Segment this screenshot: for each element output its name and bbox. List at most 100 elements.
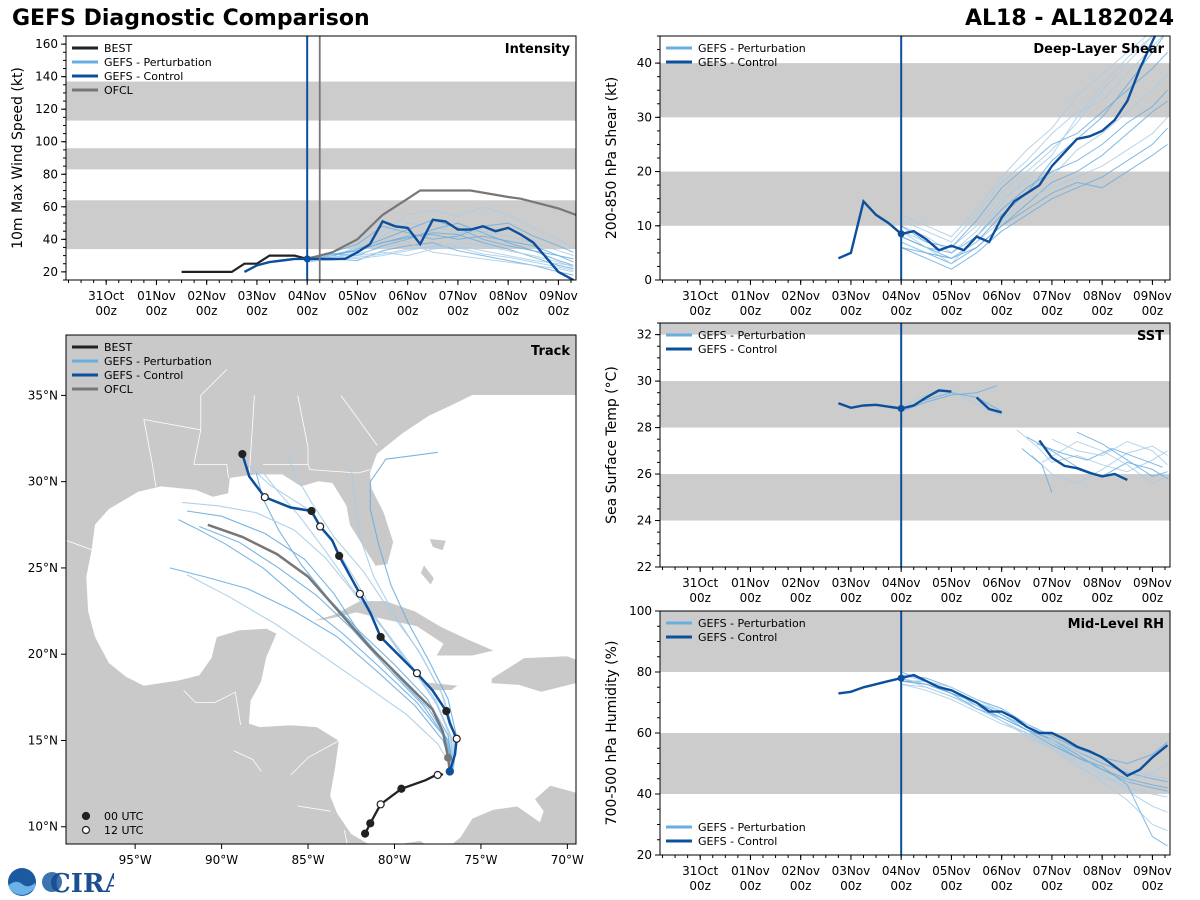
- x-tick-label-date: 03Nov: [238, 289, 277, 303]
- border-line: [290, 740, 340, 776]
- threshold-band: [660, 171, 1170, 226]
- y-tick-label: 0: [644, 273, 652, 287]
- x-tick-label-hour: 00z: [196, 304, 218, 318]
- border-line: [340, 395, 378, 446]
- x-tick-label-date: 31Oct: [682, 576, 718, 590]
- control-track-marker: [335, 551, 344, 560]
- border-line: [431, 851, 441, 863]
- panel-title: Deep-Layer Shear: [1033, 42, 1164, 57]
- y-tick-label: 80: [43, 167, 58, 181]
- intensity-panel: 2040608010012014016031Oct00z01Nov00z02No…: [10, 35, 578, 318]
- legend-label: GEFS - Perturbation: [104, 355, 212, 368]
- ofcl-line: [306, 189, 576, 260]
- y-axis-label: 200-850 hPa Shear (kt): [604, 77, 620, 239]
- x-tick-label-date: 01Nov: [731, 864, 770, 878]
- y-tick-label: 40: [637, 787, 652, 801]
- control-line-segment: [837, 389, 952, 410]
- x-tick-label-hour: 00z: [740, 591, 762, 605]
- x-tick-label-date: 02Nov: [781, 289, 820, 303]
- x-tick-label-date: 07Nov: [1033, 289, 1072, 303]
- x-tick-label-hour: 00z: [991, 304, 1013, 318]
- x-tick-label-date: 02Nov: [187, 289, 226, 303]
- track-plot-area: [66, 335, 576, 863]
- threshold-band: [660, 611, 1170, 672]
- control-track-marker: [260, 493, 269, 502]
- threshold-band: [660, 323, 1170, 335]
- legend-label: BEST: [104, 341, 132, 354]
- control-track: [241, 453, 458, 772]
- lat-tick-label: 30°N: [28, 475, 58, 489]
- y-tick-label: 100: [629, 604, 652, 618]
- x-tick-label-date: 09Nov: [1133, 289, 1172, 303]
- border-line: [233, 750, 262, 772]
- x-tick-label-date: 09Nov: [539, 289, 578, 303]
- x-tick-label-hour: 00z: [890, 591, 912, 605]
- perturbation-line: [901, 89, 1168, 254]
- perturbation-line: [1021, 448, 1053, 493]
- lat-tick-label: 15°N: [28, 733, 58, 747]
- y-tick-label: 30: [637, 374, 652, 388]
- x-tick-label-hour: 00z: [840, 879, 862, 893]
- control-track-marker: [355, 589, 364, 598]
- y-tick-label: 20: [637, 165, 652, 179]
- perturbation-line: [900, 36, 1154, 265]
- perturbation-line: [901, 127, 1168, 270]
- control-track-marker: [412, 669, 422, 678]
- x-tick-label-date: 06Nov: [982, 576, 1021, 590]
- y-tick-label: 20: [637, 848, 652, 862]
- noaa-cira-logo: CIRA: [8, 868, 114, 898]
- y-tick-label: 160: [35, 37, 58, 51]
- x-tick-label-hour: 00z: [1041, 304, 1063, 318]
- x-tick-label-hour: 00z: [790, 304, 812, 318]
- y-tick-label: 32: [637, 328, 652, 342]
- control-track-marker: [238, 449, 247, 459]
- lon-tick-label: 95°W: [119, 853, 152, 867]
- x-tick-label-date: 05Nov: [932, 289, 971, 303]
- legend-label: BEST: [104, 42, 132, 55]
- x-tick-label-hour: 00z: [246, 304, 268, 318]
- border-line: [183, 690, 241, 725]
- rh-panel: 2040608010031Oct00z01Nov00z02Nov00z03Nov…: [604, 604, 1172, 893]
- perturbation-track: [255, 472, 454, 770]
- perturbation-line: [901, 143, 1168, 259]
- y-tick-label: 22: [637, 560, 652, 574]
- x-tick-label-date: 04Nov: [882, 864, 921, 878]
- x-tick-label-date: 07Nov: [1033, 576, 1072, 590]
- init-marker: [897, 230, 905, 238]
- perturbation-line: [1016, 429, 1168, 473]
- y-tick-label: 60: [43, 200, 58, 214]
- x-tick-label-date: 09Nov: [1133, 864, 1172, 878]
- perturbation-line: [307, 222, 574, 261]
- perturbation-line: [901, 36, 1147, 238]
- legend-label: OFCL: [104, 383, 134, 396]
- x-tick-label-hour: 00z: [740, 879, 762, 893]
- perturbation-line: [901, 36, 1164, 243]
- y-axis-label: 10m Max Wind Speed (kt): [10, 67, 26, 249]
- control-line: [837, 36, 1157, 260]
- perturbation-line: [1041, 440, 1168, 484]
- init-position-marker: [445, 767, 454, 776]
- x-tick-label-date: 02Nov: [781, 864, 820, 878]
- lat-tick-label: 20°N: [28, 647, 58, 661]
- border-line: [297, 805, 331, 812]
- perturbation-line: [307, 245, 574, 271]
- control-line-segment: [975, 396, 1003, 414]
- x-tick-label-date: 03Nov: [832, 289, 871, 303]
- control-line: [838, 673, 1169, 778]
- perturbation-track: [181, 501, 454, 770]
- land-mass: [66, 335, 576, 844]
- rh-plot-area: [660, 611, 1170, 855]
- x-tick-label-date: 01Nov: [731, 576, 770, 590]
- panel-title: Intensity: [505, 42, 571, 57]
- y-tick-label: 30: [637, 110, 652, 124]
- x-tick-label-date: 03Nov: [832, 864, 871, 878]
- control-track-marker: [316, 522, 325, 531]
- perturbation-track: [247, 463, 454, 770]
- perturbation-line: [901, 385, 997, 412]
- x-tick-label-date: 31Oct: [88, 289, 124, 303]
- control-track-marker: [442, 707, 451, 716]
- x-tick-label-hour: 00z: [1091, 304, 1113, 318]
- x-tick-label-hour: 00z: [941, 879, 963, 893]
- track-frame: [65, 334, 577, 845]
- land-mass: [490, 655, 576, 693]
